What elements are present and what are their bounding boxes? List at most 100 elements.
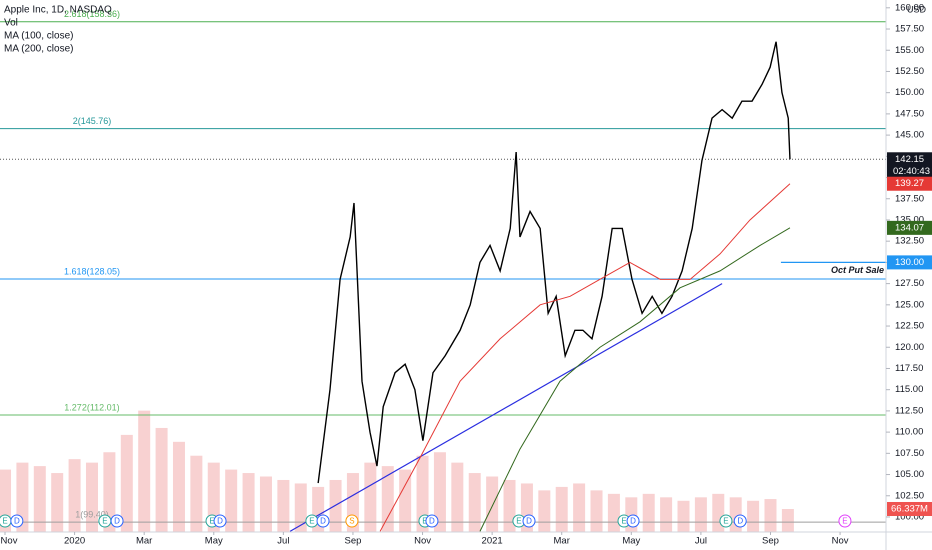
volume-bar (329, 479, 342, 532)
last-price-box (887, 152, 932, 180)
y-tick-label: 115.00 (895, 384, 923, 395)
event-label: E (309, 517, 314, 526)
y-tick-label: 125.00 (895, 299, 924, 310)
event-label: E (2, 517, 7, 526)
volume-bar (33, 466, 46, 532)
y-tick-label: 157.50 (895, 24, 924, 35)
volume-bar (120, 434, 133, 532)
moving-average (379, 183, 791, 532)
x-tick-label: May (622, 536, 640, 547)
x-tick-label: Mar (554, 536, 570, 547)
volume-bar (747, 500, 760, 532)
fib-level-label: 2.618(158.36) (64, 9, 120, 19)
event-marker (838, 514, 852, 528)
y-tick-label: 120.00 (895, 342, 924, 353)
volume-bar (660, 497, 673, 532)
event-label: E (209, 517, 214, 526)
volume-bar (538, 490, 551, 532)
y-tick-label: 152.50 (895, 66, 924, 77)
volume-bar (277, 479, 290, 532)
event-label: E (422, 517, 427, 526)
volume-bar (486, 476, 499, 532)
event-marker (345, 514, 359, 528)
volume-bar (242, 473, 255, 532)
event-marker (522, 514, 536, 528)
annotation-price: 130.00 (895, 257, 924, 268)
fib-level-label: 2(145.76) (73, 116, 112, 126)
x-tick-label: Nov (414, 536, 431, 547)
volume-bar (399, 469, 412, 532)
volume-bar (381, 466, 394, 532)
last-price: 142.15 (895, 154, 924, 165)
volume-bar (259, 476, 272, 532)
y-tick-label: 155.00 (895, 45, 924, 56)
y-tick-label: 102.50 (895, 490, 924, 501)
volume-bar (555, 486, 568, 532)
volume-last-box (887, 501, 932, 516)
x-tick-label: Nov (1, 536, 18, 547)
event-label: D (217, 517, 223, 526)
event-label: D (429, 517, 435, 526)
event-marker (719, 514, 733, 528)
legend-entry: Vol (4, 18, 18, 29)
volume-bar (190, 455, 203, 532)
volume-bar (451, 462, 464, 532)
fib-level-label: 1.272(112.01) (64, 402, 119, 412)
y-tick-label: 145.00 (895, 130, 924, 141)
x-tick-label: Sep (762, 536, 779, 547)
event-marker (110, 514, 124, 528)
volume-bar (677, 500, 690, 532)
ma-price-box (887, 220, 932, 235)
volume-bar (16, 462, 29, 532)
volume-bar (573, 483, 586, 532)
legend-entry: MA (200, close) (4, 44, 73, 55)
volume-bar (590, 490, 603, 532)
volume-bar (294, 483, 307, 532)
x-tick-label: 2020 (64, 536, 85, 547)
y-tick-label: 137.50 (895, 193, 924, 204)
volume-bar (781, 508, 794, 532)
volume-bar (68, 459, 81, 532)
ma-price: 139.27 (895, 178, 924, 189)
volume-bar (468, 473, 481, 532)
annotation-text: Oct Put Sale (831, 265, 884, 275)
event-label: D (630, 517, 636, 526)
x-tick-label: 2021 (482, 536, 503, 547)
fib-level-label: 1(99.40) (75, 509, 109, 519)
volume-bar (172, 441, 185, 532)
x-tick-label: Sep (344, 536, 361, 547)
volume-bar (85, 462, 98, 532)
x-tick-label: Nov (832, 536, 849, 547)
event-marker (626, 514, 640, 528)
volume-bar (416, 455, 429, 532)
y-tick-label: 127.50 (895, 278, 924, 289)
x-tick-label: May (205, 536, 223, 547)
y-tick-label: 132.50 (895, 236, 924, 247)
x-tick-label: Mar (136, 536, 152, 547)
ma-price-box (887, 176, 932, 191)
event-marker (425, 514, 439, 528)
volume-bar (364, 462, 377, 532)
y-tick-label: 147.50 (895, 108, 924, 119)
volume-bar (694, 497, 707, 532)
event-label: D (114, 517, 120, 526)
volume-bar (225, 469, 238, 532)
currency: USD (907, 4, 927, 14)
x-tick-label: Jul (695, 536, 707, 547)
event-label: E (516, 517, 521, 526)
annotation-price-box (887, 255, 932, 270)
event-label: E (842, 517, 847, 526)
volume-bar (433, 452, 446, 532)
countdown: 02:40:43 (893, 166, 930, 177)
chart-title: Apple Inc, 1D, NASDAQ (4, 5, 112, 16)
volume-bar (155, 427, 168, 532)
y-tick-label: 107.50 (895, 448, 924, 459)
y-tick-label: 117.50 (895, 363, 923, 374)
event-label: D (320, 517, 326, 526)
event-label: E (102, 517, 107, 526)
event-label: D (14, 517, 20, 526)
volume-bar (503, 479, 516, 532)
volume-bar (642, 493, 655, 532)
volume-bar (138, 410, 151, 532)
